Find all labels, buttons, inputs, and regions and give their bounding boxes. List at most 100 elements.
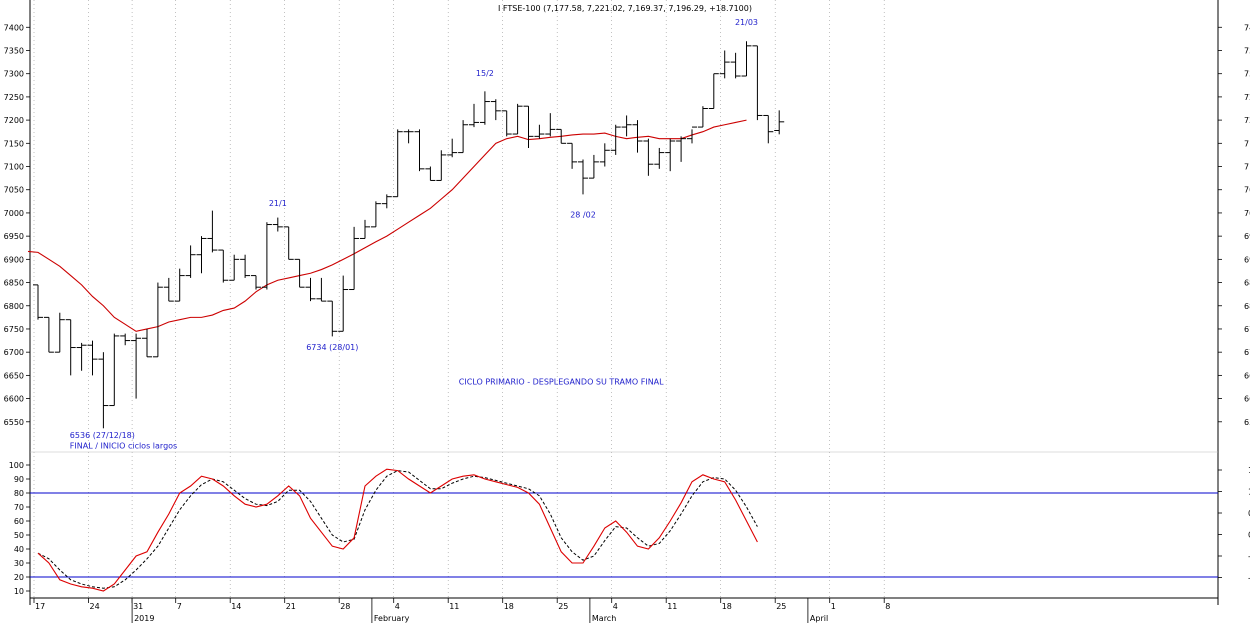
ohlc-bar	[142, 328, 152, 358]
ohlc-bar	[774, 110, 785, 135]
price-tick-label-left: 6750	[4, 325, 24, 334]
ohlc-bar	[643, 138, 654, 176]
ohlc-bar	[632, 120, 643, 153]
ohlc-bar	[207, 210, 218, 253]
price-tick-label-right: 7050	[1244, 186, 1250, 195]
annotation-label: 6734 (28/01)	[306, 343, 358, 352]
month-label: 2019	[134, 614, 154, 623]
price-tick-label-right: 6600	[1244, 395, 1250, 404]
price-tick-label-right: 7350	[1244, 46, 1250, 55]
annotation-label: CICLO PRIMARIO - DESPLEGANDO SU TRAMO FI…	[459, 378, 664, 387]
ohlc-bar	[381, 194, 392, 209]
x-tick-label: 4	[395, 602, 400, 611]
ohlc-bar	[523, 105, 534, 148]
osc-tick-label-left: 30	[14, 559, 24, 568]
annotation-label: 28 /02	[570, 211, 596, 220]
osc-tick-label-left: 50	[14, 531, 24, 540]
price-tick-label-left: 6650	[4, 371, 24, 380]
ohlc-bar	[479, 91, 490, 125]
x-tick-label: 4	[613, 602, 618, 611]
ohlc-bar	[425, 166, 436, 181]
ohlc-bar	[349, 226, 360, 291]
ohlc-bar	[621, 115, 632, 137]
osc-tick-label-right: -1.0	[1248, 574, 1250, 583]
ohlc-bar	[338, 275, 349, 332]
ohlc-bar	[719, 50, 730, 79]
x-tick-label: 25	[558, 602, 568, 611]
ohlc-bar	[33, 284, 43, 320]
ohlc-bar	[512, 103, 523, 135]
ohlc-bar	[534, 124, 545, 139]
price-tick-label-left: 6950	[4, 232, 24, 241]
price-tick-label-left: 7050	[4, 186, 24, 195]
plot-frame	[29, 0, 1219, 605]
ohlc-bar	[218, 249, 229, 283]
ohlc-bar	[294, 258, 305, 288]
ohlc-bar	[458, 120, 469, 154]
x-tick-label: 14	[231, 602, 241, 611]
price-tick-label-right: 6750	[1244, 325, 1250, 334]
x-tick-label: 11	[449, 602, 459, 611]
ohlc-bar	[327, 300, 338, 337]
ohlc-bar	[120, 333, 131, 346]
ohlc-bar	[567, 142, 578, 169]
ohlc-bar	[610, 124, 621, 155]
ohlc-bar	[152, 282, 163, 358]
price-tick-label-left: 7400	[4, 23, 24, 32]
ohlc-bar	[436, 150, 447, 181]
osc-tick-label-right: 1.0	[1248, 488, 1250, 497]
ohlc-bar	[43, 316, 54, 353]
osc-tick-label-right: -0.5	[1248, 552, 1250, 561]
ohlc-bar	[403, 129, 414, 144]
price-tick-label-left: 7000	[4, 209, 24, 218]
price-tick-label-left: 6550	[4, 418, 24, 427]
price-tick-label-right: 7400	[1244, 23, 1250, 32]
ohlc-bar	[599, 143, 610, 167]
moving-average-line	[27, 119, 747, 332]
ohlc-bar	[240, 254, 251, 278]
price-tick-label-left: 6850	[4, 279, 24, 288]
x-tick-label: 18	[722, 602, 732, 611]
ohlc-bar	[87, 340, 98, 376]
x-tick-label: 25	[776, 602, 786, 611]
ohlc-bar	[501, 110, 512, 137]
x-tick-label: 8	[885, 602, 890, 611]
ohlc-bar	[752, 45, 763, 121]
ohlc-bars	[33, 41, 785, 429]
osc-tick-label-right: 0.5	[1248, 509, 1250, 518]
price-tick-label-right: 6950	[1244, 232, 1250, 241]
osc-tick-label-left: 10	[14, 587, 24, 596]
x-tick-label: 31	[133, 602, 143, 611]
ohlc-bar	[708, 73, 719, 110]
ohlc-bar	[316, 277, 327, 302]
osc-tick-label-left: 20	[14, 573, 24, 582]
ohlc-bar	[76, 342, 87, 371]
price-tick-label-right: 6900	[1244, 255, 1250, 264]
ohlc-bar	[469, 103, 479, 128]
ohlc-bar	[687, 126, 697, 144]
price-tick-label-right: 6550	[1244, 418, 1250, 427]
price-tick-label-left: 7250	[4, 93, 24, 102]
price-tick-label-left: 7300	[4, 70, 24, 79]
month-label: February	[374, 614, 410, 623]
ohlc-bar	[283, 226, 294, 260]
ohlc-bar	[578, 159, 588, 195]
ohlc-bar	[588, 154, 599, 179]
ohlc-bar	[229, 254, 240, 281]
ohlc-bar	[654, 147, 665, 169]
oscillator-signal-line	[37, 470, 758, 589]
ohlc-bar	[447, 138, 458, 158]
osc-tick-label-left: 40	[14, 545, 24, 554]
x-tick-label: 7	[177, 602, 182, 611]
price-tick-label-right: 7100	[1244, 163, 1250, 172]
ohlc-bar	[305, 277, 316, 302]
x-tick-label: 1	[831, 602, 836, 611]
price-tick-label-right: 7200	[1244, 116, 1250, 125]
osc-tick-label-left: 80	[14, 489, 24, 498]
ohlc-bar	[54, 312, 65, 353]
x-tick-label: 17	[35, 602, 45, 611]
ohlc-bar	[272, 217, 283, 232]
price-tick-label-left: 7350	[4, 46, 24, 55]
moving-average	[27, 119, 747, 332]
